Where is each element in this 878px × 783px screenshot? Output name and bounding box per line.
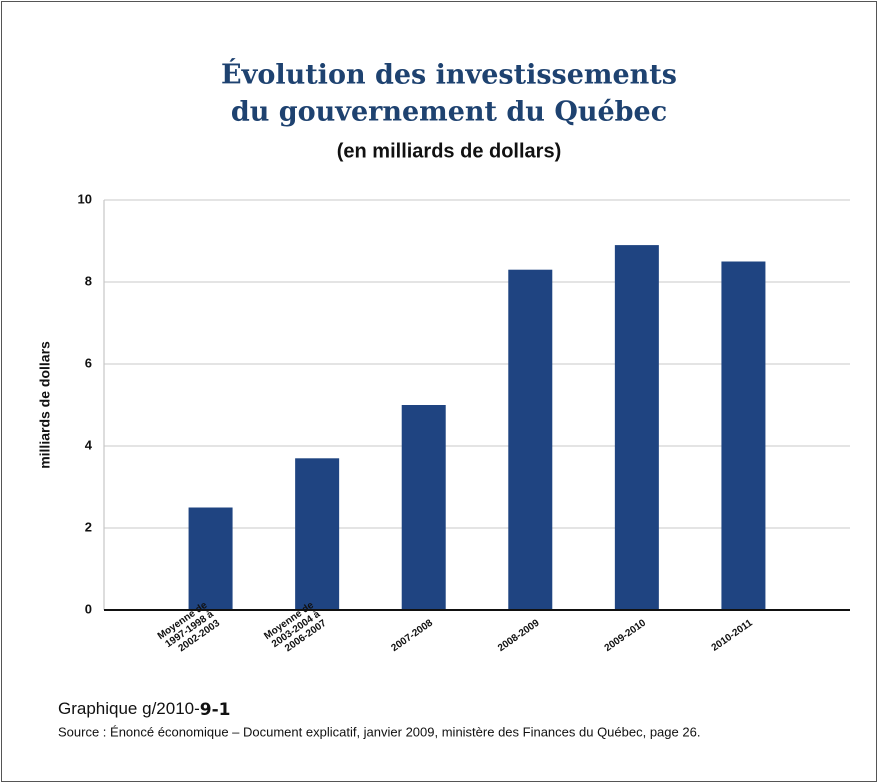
caption-text: Graphique g/2010- bbox=[58, 699, 200, 718]
y-tick-label: 0 bbox=[85, 601, 92, 616]
source: Source : Énoncé économique – Document ex… bbox=[58, 724, 700, 739]
bar bbox=[295, 458, 340, 610]
bar bbox=[508, 269, 553, 610]
y-tick-label: 2 bbox=[85, 519, 92, 534]
chart-title: Évolution des investissements bbox=[221, 58, 677, 91]
caption: Graphique g/2010-9-1 bbox=[58, 699, 231, 720]
chart-title: du gouvernement du Québec bbox=[231, 97, 667, 128]
bar bbox=[614, 245, 659, 610]
bar bbox=[401, 405, 446, 610]
y-tick-label: 4 bbox=[85, 437, 93, 452]
y-tick-label: 8 bbox=[85, 273, 92, 288]
y-axis-label: milliards de dollars bbox=[37, 341, 53, 469]
bar bbox=[721, 261, 766, 610]
caption-number: 9-1 bbox=[200, 700, 231, 720]
bar bbox=[188, 507, 233, 610]
y-tick-label: 6 bbox=[85, 355, 92, 370]
chart-subtitle: (en milliards de dollars) bbox=[337, 140, 562, 162]
y-tick-label: 10 bbox=[78, 191, 92, 206]
